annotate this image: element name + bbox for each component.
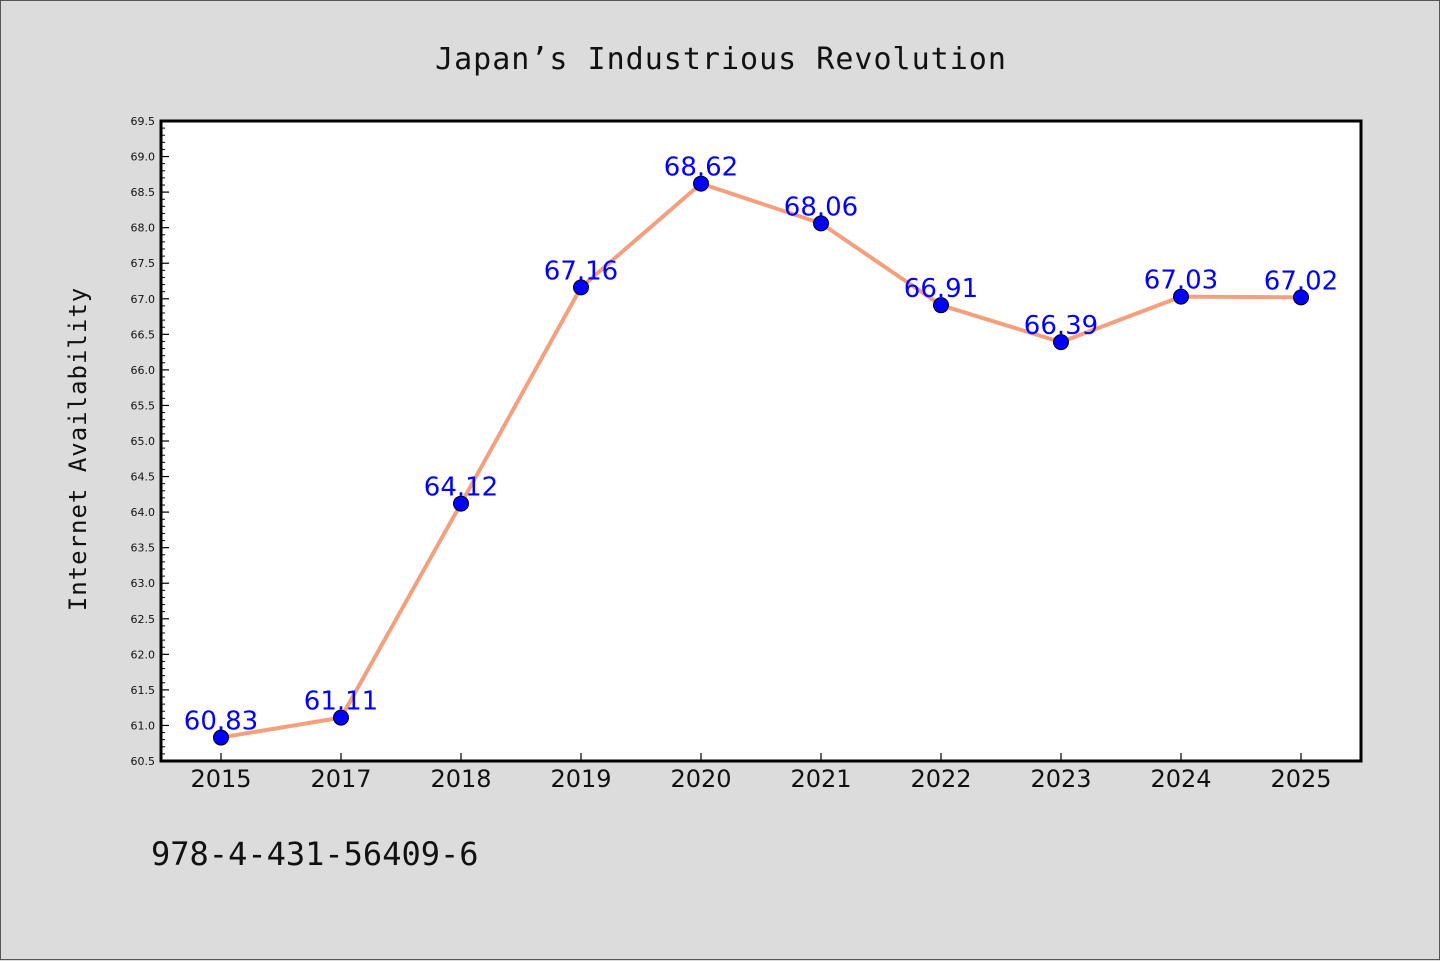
y-tick-label: 63.5 (131, 542, 156, 555)
y-tick-label: 67.5 (131, 257, 156, 270)
x-tick-label: 2024 (1150, 765, 1211, 793)
x-tick-label: 2023 (1030, 765, 1091, 793)
x-tick-label: 2020 (670, 765, 731, 793)
y-tick-label: 61.5 (131, 684, 156, 697)
data-point (933, 297, 949, 314)
data-label: 67.03 (1144, 266, 1218, 296)
y-tick-label: 64.0 (131, 506, 156, 519)
data-label: 60.83 (184, 707, 258, 737)
data-point (693, 175, 709, 192)
chart-title: Japan’s Industrious Revolution (435, 42, 1007, 77)
x-tick-label: 2018 (430, 765, 491, 793)
data-point (1053, 334, 1069, 351)
footer-isbn: 978-4-431-56409-6 (151, 835, 479, 873)
data-label: 66.91 (904, 274, 978, 304)
data-label: 67.16 (544, 256, 618, 286)
data-point (573, 279, 589, 296)
x-tick-label: 2017 (310, 765, 371, 793)
data-point (213, 729, 229, 746)
y-tick-label: 61.0 (131, 719, 156, 732)
y-tick-label: 66.0 (131, 364, 156, 377)
x-tick-label: 2015 (190, 765, 251, 793)
x-tick-label: 2022 (910, 765, 971, 793)
x-tick-label: 2021 (790, 765, 851, 793)
data-label: 61.11 (304, 687, 378, 717)
data-label: 64.12 (424, 473, 498, 503)
y-tick-label: 69.5 (131, 115, 156, 128)
x-axis-ticks: 2015 2017 2018 2019 2020 2021 2022 2023 2024 2025 (190, 753, 1332, 793)
data-label: 66.39 (1024, 311, 1098, 341)
y-axis-ticks: 60.5 61.0 61.5 62.0 62.5 63.0 63.5 64.0 64.5 65.0… (131, 115, 169, 768)
y-tick-label: 67.0 (131, 293, 156, 306)
y-tick-label: 66.5 (131, 328, 156, 341)
data-point (333, 709, 349, 726)
data-label: 67.02 (1264, 266, 1338, 296)
y-tick-label: 65.5 (131, 399, 156, 412)
data-point (813, 215, 829, 232)
y-tick-label: 68.5 (131, 186, 156, 199)
y-tick-label: 63.0 (131, 577, 156, 590)
data-label: 68.06 (784, 192, 858, 222)
data-point (1173, 288, 1189, 305)
y-tick-label: 64.5 (131, 471, 156, 484)
y-tick-label: 68.0 (131, 222, 156, 235)
data-labels-group: 60.83 61.11 64.12 67.16 68.62 68.06 66.91 66.39… (184, 153, 1338, 737)
y-tick-label: 62.0 (131, 648, 156, 661)
y-tick-label: 69.0 (131, 151, 156, 164)
data-label: 68.62 (664, 153, 738, 183)
y-tick-label: 65.0 (131, 435, 156, 448)
series-group (213, 175, 1309, 746)
data-point (1293, 289, 1309, 306)
y-tick-label: 60.5 (131, 755, 156, 768)
x-tick-label: 2019 (550, 765, 611, 793)
plot-area (159, 119, 1363, 763)
y-tick-label: 62.5 (131, 613, 156, 626)
data-point (453, 495, 469, 512)
x-tick-label: 2025 (1270, 765, 1331, 793)
y-axis-label: Internet Availability (64, 287, 92, 611)
series-line (220, 181, 1302, 740)
